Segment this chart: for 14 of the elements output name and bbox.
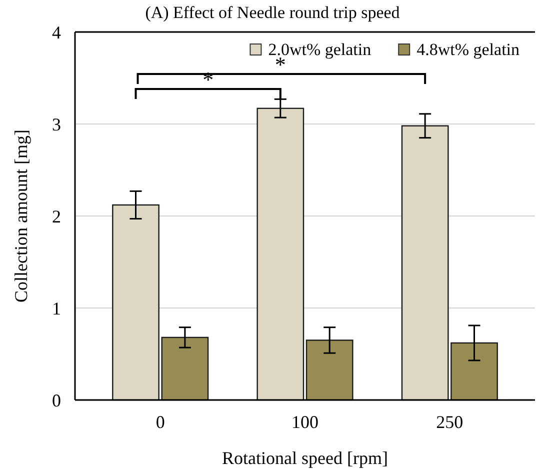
y-tick-label: 0 bbox=[52, 390, 61, 410]
y-tick-label: 4 bbox=[52, 22, 61, 42]
bar bbox=[256, 108, 304, 401]
chart-title: (A) Effect of Needle round trip speed bbox=[145, 3, 400, 22]
x-tick-label: 0 bbox=[156, 412, 165, 432]
y-tick-label: 1 bbox=[52, 298, 61, 318]
y-axis-title: Collection amount [mg] bbox=[11, 130, 31, 302]
y-tick-label: 2 bbox=[52, 206, 61, 226]
bar bbox=[306, 340, 354, 401]
legend-label: 4.8wt% gelatin bbox=[416, 40, 520, 59]
x-tick-label: 250 bbox=[436, 412, 464, 432]
x-tick-label: 100 bbox=[292, 412, 318, 432]
y-tick-label: 3 bbox=[52, 114, 61, 134]
x-axis-title: Rotational speed [rpm] bbox=[222, 448, 388, 468]
